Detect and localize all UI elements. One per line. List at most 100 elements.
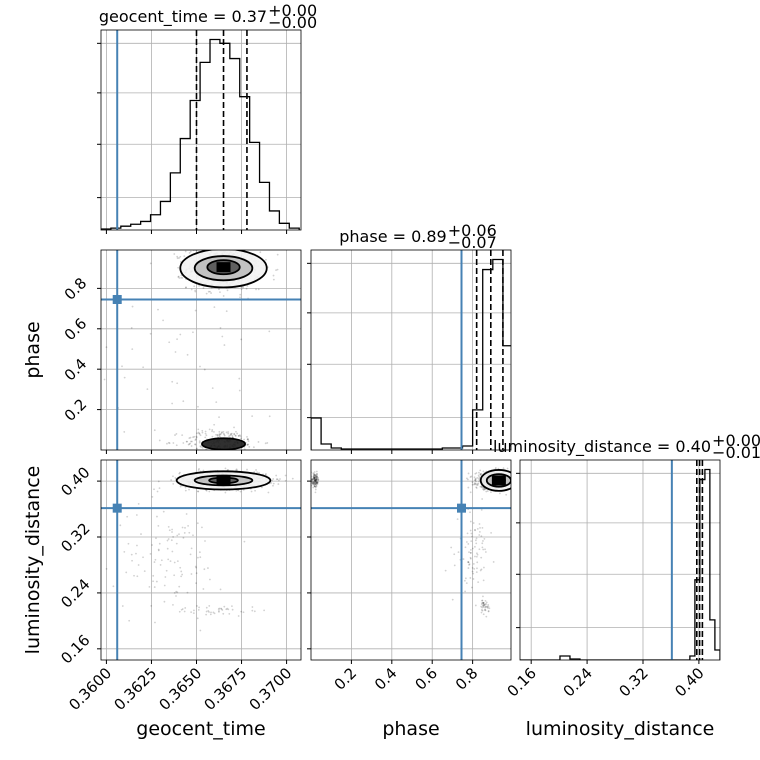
sample-point [312,476,315,478]
sample-point [198,440,201,443]
sample-point [506,467,509,470]
sample-point [196,432,198,435]
sample-point [188,437,191,440]
sample-point [158,487,161,490]
sample-point [176,255,179,258]
sample-point [231,608,234,611]
sample-point [312,473,315,476]
sample-point [481,527,484,529]
sample-point [222,430,225,433]
sample-point [482,602,485,604]
sample-point [481,609,484,612]
sample-point [186,591,189,594]
sample-point [466,532,469,535]
sample-point [211,430,213,433]
sample-point [479,485,482,488]
histogram-geocent_time [101,38,300,230]
sample-point [157,480,160,483]
sample-point [251,415,254,418]
sample-point [272,478,275,480]
sample-point [313,475,316,478]
sample-point [208,428,211,431]
sample-point [174,476,177,479]
sample-point [193,435,196,438]
sample-point [313,477,316,480]
y-tick-label: 0.2 [61,395,91,425]
panel-plot-area [101,30,301,230]
sample-point [258,471,260,474]
sample-point [316,481,319,484]
x-tick-label: 0.3675 [201,664,251,714]
sample-point [477,477,480,480]
sample-point [469,577,472,579]
sample-point [127,542,130,545]
sample-point [479,473,482,476]
sample-point [193,285,196,288]
sample-point [314,488,317,491]
sample-point [222,295,225,297]
sample-point [276,478,279,481]
sample-point [202,469,205,472]
sample-point [173,561,176,564]
sample-point [485,602,487,605]
sample-point [469,551,472,554]
sample-point [316,475,318,478]
sample-point [314,483,317,486]
sample-point [105,346,108,349]
sample-point [198,432,201,435]
sample-point [313,477,316,479]
sample-point [181,573,184,576]
sample-point [218,607,221,610]
sample-point [219,327,222,329]
sample-point [483,566,485,569]
sample-point [184,286,187,289]
sample-point [314,474,316,477]
sample-point [265,473,267,475]
sample-point [481,599,483,602]
sample-point [481,546,484,549]
sample-point [119,524,122,527]
sample-point [234,434,237,437]
sample-point [475,542,478,545]
panel-frame [100,29,302,231]
sample-point [184,486,187,489]
sample-point [189,436,192,439]
injection-marker [112,503,122,513]
sample-point [277,479,280,482]
sample-point [183,255,186,258]
sample-point [474,472,477,475]
sample-point [172,482,175,485]
sample-point [272,278,275,281]
sample-point [231,605,233,608]
sample-point [196,605,198,607]
sample-point [153,561,156,563]
sample-point [239,435,242,438]
sample-point [246,468,248,471]
sample-point [178,585,181,588]
title-upper-error: +0.00 [268,1,317,20]
sample-point [494,467,497,469]
sample-point [157,548,160,551]
sample-point [239,490,242,493]
sample-point [131,559,133,562]
sample-point [184,526,186,529]
sample-point [153,429,156,432]
sample-point [213,246,215,248]
sample-point [482,604,485,607]
sample-point [239,296,241,299]
sample-point [477,482,480,485]
sample-point [226,607,229,610]
sample-point [479,474,482,476]
sample-point [172,536,175,538]
sample-point [311,483,314,485]
sample-point [313,481,315,483]
sample-point [235,468,238,471]
panel-frame [100,459,302,661]
sample-point [247,438,249,441]
sample-point [314,482,317,485]
sample-point [313,485,316,488]
histogram-phase [311,258,511,450]
sample-point [254,489,256,492]
sample-point [240,338,243,341]
sample-point [317,478,320,481]
